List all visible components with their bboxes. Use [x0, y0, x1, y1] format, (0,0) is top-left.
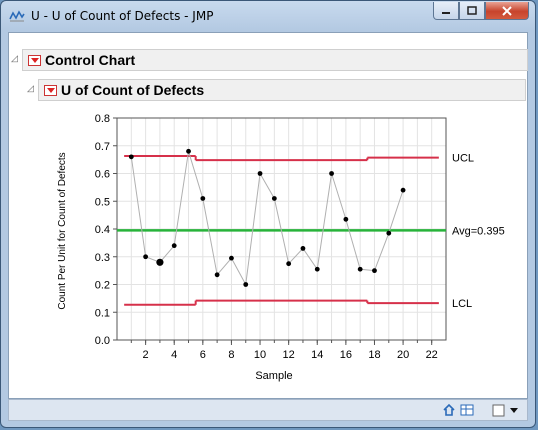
- y-tick-label: 0.3: [95, 252, 110, 264]
- dropdown-arrow-icon[interactable]: [509, 405, 519, 415]
- y-tick-label: 0.2: [95, 280, 110, 292]
- data-point[interactable]: [186, 148, 191, 154]
- avg-label: Avg=0.395: [452, 225, 505, 237]
- y-tick-label: 0.4: [95, 224, 110, 236]
- outline-title: Control Chart: [45, 52, 136, 68]
- data-point[interactable]: [257, 171, 263, 176]
- window-title: U - U of Count of Defects - JMP: [31, 9, 214, 23]
- home-icon[interactable]: [442, 403, 456, 417]
- y-axis-label: Count Per Unit for Count of Defects: [57, 152, 68, 309]
- status-bar: [8, 399, 528, 421]
- x-axis-label: Sample: [255, 370, 292, 382]
- data-point[interactable]: [128, 154, 134, 160]
- jmp-app-icon: [9, 10, 25, 22]
- close-icon: [502, 5, 512, 16]
- data-point[interactable]: [386, 230, 392, 236]
- minimize-button[interactable]: [433, 2, 459, 20]
- data-point[interactable]: [214, 272, 220, 278]
- x-tick-label: 6: [200, 349, 206, 361]
- report-area: ◿ Control Chart ◿ U of Count of Defects …: [8, 32, 528, 399]
- data-point[interactable]: [343, 216, 349, 222]
- control-chart: Count Per Unit for Count of Defects Samp…: [57, 113, 505, 382]
- table-icon[interactable]: [460, 403, 474, 417]
- data-point[interactable]: [229, 255, 234, 261]
- data-point[interactable]: [200, 196, 206, 201]
- red-triangle-menu-icon[interactable]: [44, 84, 57, 96]
- x-tick-label: 8: [228, 349, 234, 361]
- maximize-icon: [467, 6, 477, 15]
- data-point[interactable]: [271, 196, 277, 201]
- data-point[interactable]: [286, 261, 292, 267]
- x-tick-label: 18: [368, 349, 380, 361]
- data-point[interactable]: [372, 268, 377, 274]
- y-tick-label: 0.7: [95, 141, 110, 153]
- maximize-button[interactable]: [459, 2, 485, 20]
- outline-control-chart: Control Chart: [22, 49, 528, 71]
- lcl-label: LCL: [452, 298, 472, 310]
- outline-u-chart: U of Count of Defects: [38, 79, 526, 101]
- data-point[interactable]: [243, 282, 249, 287]
- data-point[interactable]: [329, 171, 334, 176]
- y-tick-label: 0.0: [95, 335, 110, 347]
- minimize-icon: [442, 11, 450, 14]
- x-tick-label: 2: [143, 349, 149, 361]
- y-tick-label: 0.1: [95, 307, 110, 319]
- ucl-label: UCL: [452, 153, 474, 165]
- x-tick-label: 16: [340, 349, 352, 361]
- data-point[interactable]: [400, 187, 406, 193]
- series-line: [130, 151, 404, 287]
- x-tick-label: 4: [171, 349, 177, 361]
- title-bar[interactable]: U - U of Count of Defects - JMP: [1, 1, 535, 31]
- x-tick-label: 22: [426, 349, 438, 361]
- red-triangle-menu-icon[interactable]: [28, 54, 41, 66]
- data-point[interactable]: [300, 246, 306, 251]
- data-point[interactable]: [314, 266, 320, 272]
- y-tick-label: 0.8: [95, 113, 110, 125]
- x-tick-label: 20: [397, 349, 409, 361]
- y-tick-label: 0.6: [95, 169, 110, 181]
- data-point[interactable]: [156, 258, 164, 266]
- checkbox-icon[interactable]: [492, 404, 505, 417]
- x-tick-label: 12: [283, 349, 295, 361]
- outline-disclosure-icon[interactable]: ◿: [11, 53, 18, 63]
- data-point[interactable]: [143, 254, 149, 260]
- x-tick-label: 14: [311, 349, 323, 361]
- outline-disclosure-icon[interactable]: ◿: [27, 83, 34, 93]
- outline-title: U of Count of Defects: [61, 82, 205, 98]
- data-point[interactable]: [357, 266, 363, 272]
- x-tick-label: 10: [254, 349, 266, 361]
- close-button[interactable]: [485, 2, 529, 20]
- y-tick-label: 0.5: [95, 196, 110, 208]
- data-point[interactable]: [171, 243, 177, 249]
